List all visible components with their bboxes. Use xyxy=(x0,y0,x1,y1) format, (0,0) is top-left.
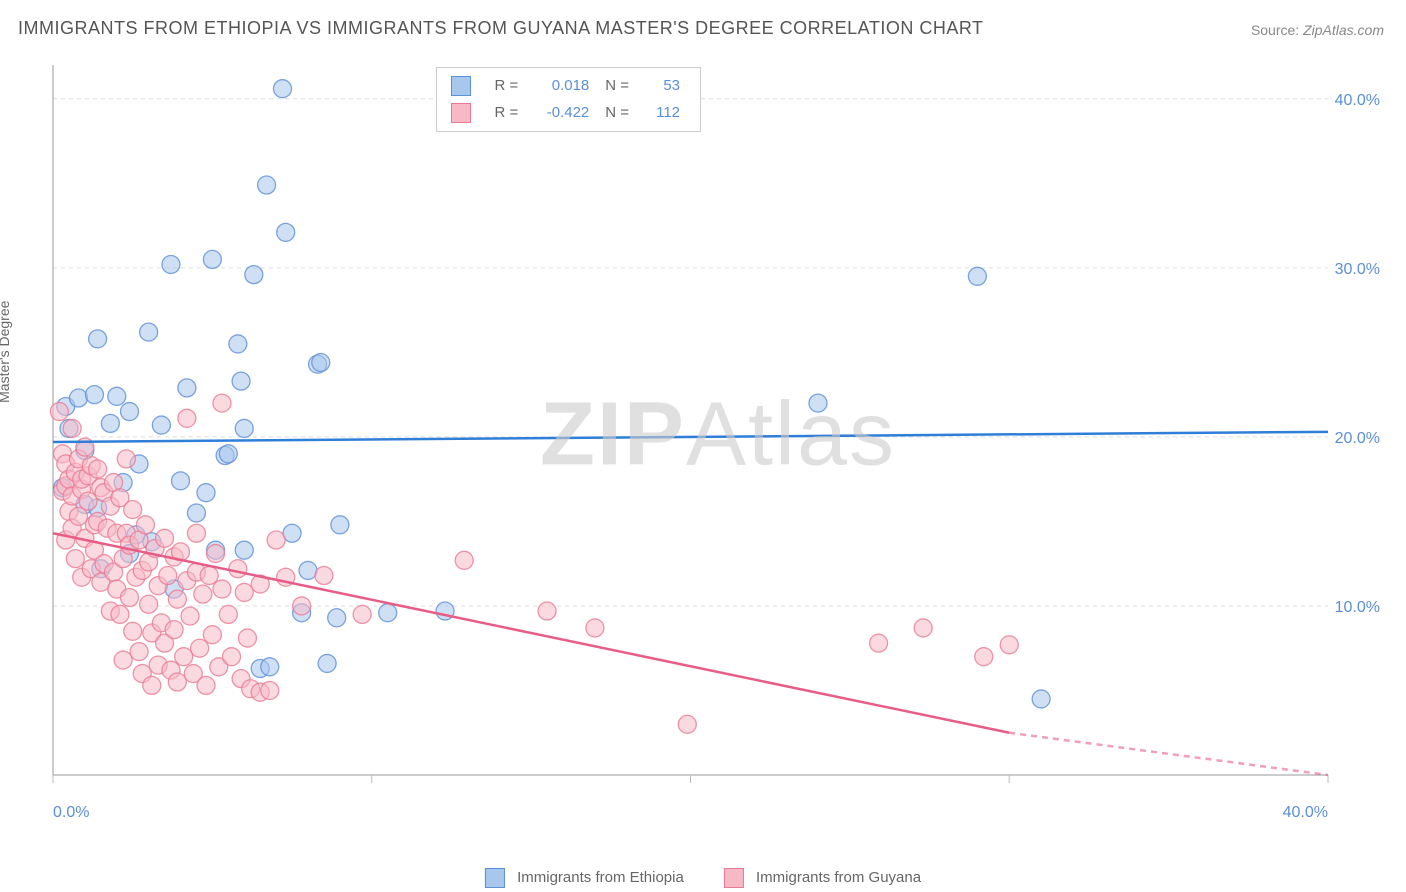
swatch-icon xyxy=(724,868,744,888)
legend-label: Immigrants from Ethiopia xyxy=(517,869,684,886)
source-label: Source: xyxy=(1251,22,1299,38)
chart-title: IMMIGRANTS FROM ETHIOPIA VS IMMIGRANTS F… xyxy=(18,18,984,39)
svg-text:40.0%: 40.0% xyxy=(1335,92,1380,109)
svg-text:40.0%: 40.0% xyxy=(1283,804,1328,821)
scatter-plot: ZIPAtlas 10.0%20.0%30.0%40.0%0.0%40.0% R… xyxy=(48,55,1388,825)
series-legend: Immigrants from Ethiopia Immigrants from… xyxy=(485,868,921,888)
source-value: ZipAtlas.com xyxy=(1303,22,1384,38)
y-axis-label: Master's Degree xyxy=(0,301,12,403)
svg-text:10.0%: 10.0% xyxy=(1335,599,1380,616)
legend-item-guyana: Immigrants from Guyana xyxy=(724,868,921,888)
swatch-icon xyxy=(485,868,505,888)
svg-text:20.0%: 20.0% xyxy=(1335,430,1380,447)
correlation-legend: R =0.018N =53R =-0.422N =112 xyxy=(436,67,702,132)
plot-svg: 10.0% 20.0% 30.0% 40.0% 0.0% 40.0% xyxy=(48,55,1388,825)
svg-text:0.0%: 0.0% xyxy=(53,804,89,821)
legend-item-ethiopia: Immigrants from Ethiopia xyxy=(485,868,684,888)
source-attribution: Source: ZipAtlas.com xyxy=(1251,22,1384,38)
svg-text:30.0%: 30.0% xyxy=(1335,261,1380,278)
legend-label: Immigrants from Guyana xyxy=(756,869,921,886)
